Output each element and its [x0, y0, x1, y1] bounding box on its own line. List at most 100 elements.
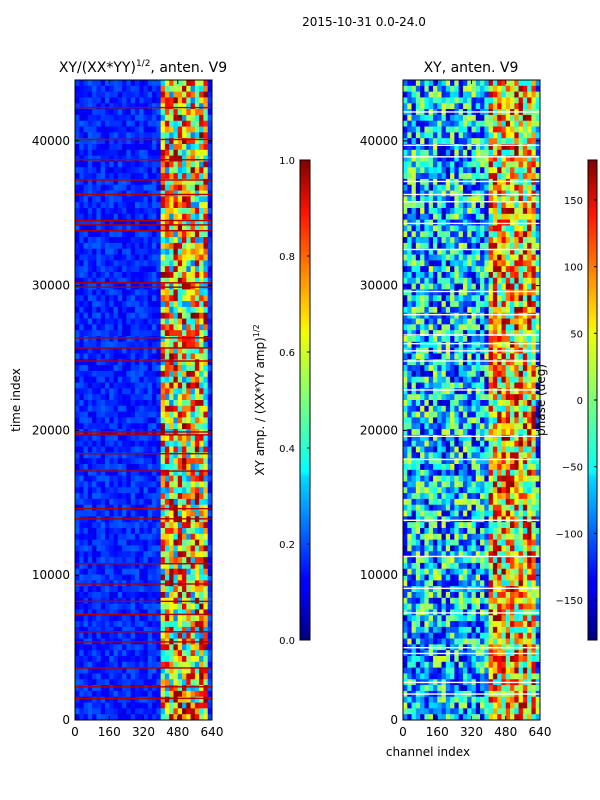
right-heatmap-cell	[424, 138, 429, 145]
left-heatmap-cell	[186, 173, 191, 180]
left-heatmap-cell	[139, 341, 144, 348]
left-heatmap-cell	[173, 277, 179, 284]
right-heatmap-cell	[484, 277, 489, 284]
right-heatmap-cell	[415, 231, 421, 238]
left-heatmap-cell	[83, 475, 89, 482]
right-heatmap-cell	[488, 225, 494, 232]
right-heatmap-cell	[462, 190, 468, 197]
left-heatmap-cell	[126, 167, 131, 174]
right-heatmap-cell	[411, 248, 417, 255]
left-heatmap-cell	[83, 626, 89, 634]
left-heatmap-cell	[79, 202, 84, 209]
right-heatmap-cell	[441, 213, 447, 220]
left-heatmap-cell	[130, 225, 136, 232]
left-heatmap-cell	[113, 272, 119, 279]
left-heatmap-cell	[87, 126, 93, 133]
left-heatmap-cell	[182, 696, 187, 703]
left-heatmap-cell	[164, 330, 170, 337]
left-heatmap-cell	[177, 574, 183, 581]
left-heatmap-cell	[169, 487, 174, 494]
left-heatmap-cell	[96, 656, 101, 663]
right-heatmap-cell	[505, 173, 511, 180]
left-heatmap-cell	[182, 202, 187, 209]
right-heatmap-cell	[428, 184, 434, 191]
right-heatmap-cell	[407, 301, 412, 308]
left-heatmap-cell	[130, 289, 136, 296]
right-heatmap-cell	[462, 295, 468, 302]
right-heatmap-cell	[424, 114, 429, 122]
left-heatmap-cell	[182, 574, 187, 581]
left-heatmap-cell	[92, 138, 97, 145]
right-heatmap-cell	[518, 242, 524, 250]
right-heatmap-cell	[535, 301, 541, 308]
right-heatmap-cell	[407, 295, 412, 302]
left-heatmap-cell	[203, 225, 209, 232]
left-heatmap-cell	[139, 138, 144, 145]
left-heatmap-cell	[156, 481, 161, 488]
right-heatmap-cell	[467, 301, 472, 308]
left-heatmap-cell	[134, 440, 140, 447]
left-heatmap-cell	[199, 481, 204, 488]
left-heatmap-cell	[79, 679, 84, 686]
right-heatmap-cell	[488, 231, 494, 238]
left-heatmap-cell	[130, 114, 136, 122]
left-heatmap-cell	[134, 539, 140, 546]
left-heatmap-cell	[182, 481, 187, 488]
right-heatmap-cell	[437, 184, 442, 191]
left-heatmap-cell	[186, 260, 191, 267]
left-heatmap-cell	[87, 114, 93, 122]
left-heatmap-cell	[87, 504, 93, 511]
left-heatmap-cell	[87, 324, 93, 331]
right-heatmap-cell	[454, 184, 459, 191]
left-heatmap-cell	[126, 562, 131, 570]
left-heatmap-cell	[160, 464, 166, 471]
left-heatmap-cell	[182, 528, 187, 535]
left-heatmap-cell	[87, 557, 93, 564]
right-heatmap-cell	[505, 237, 511, 244]
left-heatmap-cell	[199, 318, 204, 325]
left-heatmap-cell	[143, 167, 149, 174]
left-heatmap-cell	[79, 626, 84, 634]
right-heatmap-cell	[518, 155, 524, 162]
left-heatmap-cell	[87, 254, 93, 261]
right-heatmap-cell	[428, 80, 434, 87]
left-heatmap-cell	[75, 312, 80, 319]
left-heatmap-cell	[104, 80, 110, 87]
left-heatmap-cell	[177, 277, 183, 284]
right-heatmap-cell	[497, 173, 502, 180]
right-heatmap-cell	[467, 231, 472, 238]
left-heatmap-cell	[139, 562, 144, 570]
left-heatmap-cell	[130, 533, 136, 540]
left-heatmap-cell	[130, 272, 136, 279]
left-heatmap-cell	[130, 434, 136, 442]
left-heatmap-cell	[177, 685, 183, 692]
left-heatmap-cell	[75, 330, 80, 337]
left-heatmap-cell	[152, 97, 157, 104]
right-heatmap-cell	[411, 196, 417, 203]
left-heatmap-cell	[92, 301, 97, 308]
right-heatmap-cell	[480, 144, 485, 151]
left-heatmap-cell	[186, 446, 191, 453]
left-heatmap-cell	[100, 446, 106, 453]
right-heatmap-cell	[411, 202, 417, 209]
right-heatmap-cell	[535, 190, 541, 197]
right-heatmap-cell	[441, 242, 447, 250]
left-heatmap-cell	[75, 109, 80, 116]
left-heatmap-cell	[203, 504, 209, 511]
left-heatmap-cell	[190, 237, 196, 244]
left-heatmap-cell	[190, 248, 196, 255]
right-heatmap-cell	[505, 254, 511, 261]
left-heatmap-cell	[143, 254, 149, 261]
left-heatmap-cell	[122, 411, 127, 418]
right-heatmap-cell	[454, 283, 459, 290]
left-heatmap-cell	[122, 487, 127, 494]
left-heatmap-cell	[100, 97, 106, 104]
left-heatmap-cell	[79, 498, 84, 506]
left-heatmap-cell	[182, 557, 187, 564]
left-heatmap-cell	[83, 312, 89, 319]
right-heatmap-cell	[411, 213, 417, 220]
left-heatmap-cell	[83, 458, 89, 465]
left-heatmap-cell	[156, 661, 161, 668]
left-heatmap-cell	[190, 225, 196, 232]
